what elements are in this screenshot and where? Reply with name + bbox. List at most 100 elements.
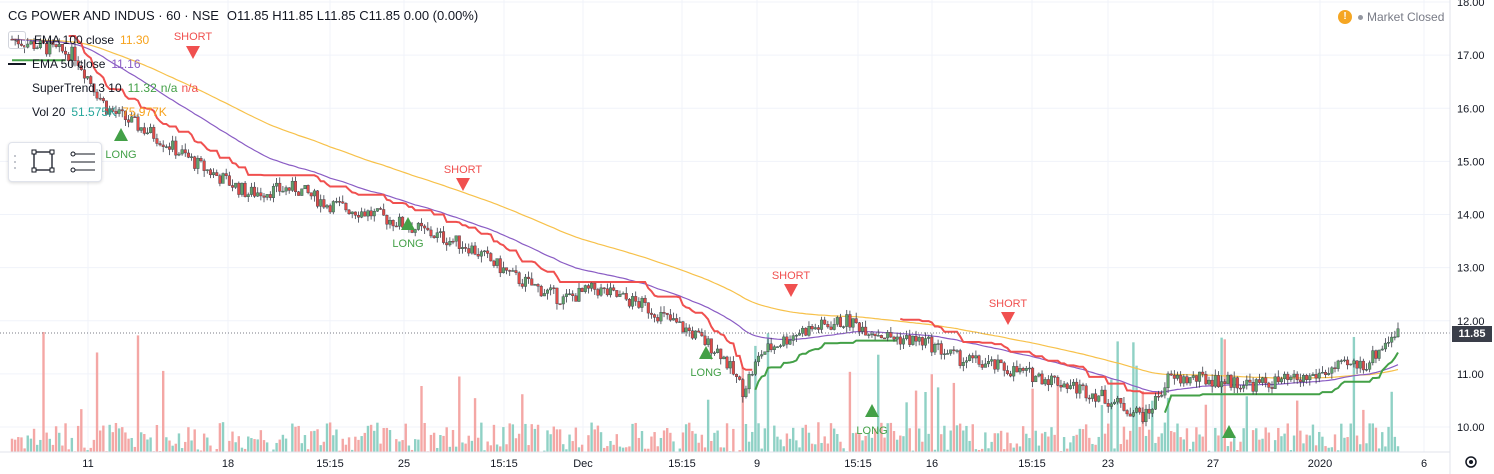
candle-body xyxy=(331,201,335,213)
short-arrow-icon xyxy=(1001,312,1015,325)
volume-bar xyxy=(713,432,716,452)
volume-bar xyxy=(36,444,39,452)
volume-bar xyxy=(1396,446,1400,452)
volume-bar xyxy=(977,449,981,452)
volume-bar xyxy=(754,345,757,452)
volume-bar xyxy=(489,445,492,452)
legend-supertrend[interactable]: SuperTrend 3 10 11.32 n/a n/a xyxy=(8,76,478,100)
candle-body xyxy=(857,322,861,332)
volume-bar xyxy=(398,441,401,452)
symbol-title[interactable]: CG POWER AND INDUS · 60 · NSE xyxy=(8,8,219,23)
candle-body xyxy=(706,338,710,345)
volume-bar xyxy=(1009,443,1012,452)
signal-label-short: SHORT xyxy=(989,298,1028,310)
candle-body xyxy=(1390,336,1394,343)
volume-bar xyxy=(187,427,190,452)
volume-bar xyxy=(946,449,949,452)
volume-bar xyxy=(933,449,937,452)
volume-bar xyxy=(1308,435,1311,452)
legend-ema50[interactable]: EMA 50 close 11.16 xyxy=(8,52,478,76)
volume-bar xyxy=(445,427,448,452)
volume-bar xyxy=(587,435,590,452)
volume-bar xyxy=(1377,448,1381,452)
volume-bar xyxy=(826,443,830,452)
x-tick-label: 15:15 xyxy=(1018,458,1046,470)
candle-body xyxy=(1226,374,1230,384)
volume-bar xyxy=(121,427,124,452)
drag-handle-icon[interactable] xyxy=(14,155,16,169)
candle-body xyxy=(1072,381,1076,386)
candle-body xyxy=(221,173,225,184)
candle-body xyxy=(325,205,329,208)
candle-body xyxy=(558,303,562,305)
candle-body xyxy=(958,350,962,366)
candle-body xyxy=(1175,374,1179,379)
volume-bar xyxy=(792,427,795,452)
volume-bar xyxy=(432,432,436,452)
volume-bar xyxy=(379,443,382,452)
candle-body xyxy=(564,293,568,297)
supertrend-segment xyxy=(1163,351,1399,413)
volume-bar xyxy=(921,441,924,452)
candle-body xyxy=(344,202,348,211)
x-tick-label: 2020 xyxy=(1308,458,1332,470)
x-tick-label: 9 xyxy=(754,458,760,470)
candle-body xyxy=(501,267,505,274)
candle-body xyxy=(753,361,757,375)
candle-body xyxy=(552,287,556,289)
candle-body xyxy=(1286,373,1290,380)
volume-bar xyxy=(1188,449,1192,452)
volume-bar xyxy=(429,434,433,452)
collapse-chevron-icon[interactable]: ⌄ xyxy=(8,31,26,49)
candle-body xyxy=(133,116,137,118)
candle-body xyxy=(1040,373,1044,385)
candle-body xyxy=(530,278,534,286)
volume-bar xyxy=(801,427,804,452)
volume-bar xyxy=(436,447,439,452)
candle-body xyxy=(486,250,490,254)
volume-bar xyxy=(877,354,880,452)
ema100-label: EMA 100 close xyxy=(34,33,115,47)
candle-body xyxy=(728,361,732,369)
volume-bar xyxy=(1251,430,1255,452)
list-settings-icon[interactable] xyxy=(70,151,95,173)
volume-bar xyxy=(773,425,776,452)
volume-bar xyxy=(1053,434,1056,452)
volume-bar xyxy=(867,432,870,452)
volume-bar xyxy=(328,422,332,452)
candle-body xyxy=(901,338,905,345)
volume-bar xyxy=(61,445,64,452)
drawing-toolbox[interactable] xyxy=(8,142,102,182)
candle-body xyxy=(1053,375,1057,378)
volume-bar xyxy=(914,390,918,452)
candle-body xyxy=(861,326,865,332)
volume-bar xyxy=(719,447,722,452)
volume-bar xyxy=(354,436,357,452)
settings-gear-icon[interactable] xyxy=(1465,456,1477,468)
volume-bar xyxy=(911,450,915,452)
candle-body xyxy=(1342,359,1346,362)
x-tick-label: 23 xyxy=(1102,458,1114,470)
volume-bar xyxy=(177,433,181,452)
candle-body xyxy=(161,144,165,147)
candle-body xyxy=(1179,374,1183,384)
candle-body xyxy=(690,330,694,339)
volume-bar xyxy=(555,429,559,452)
volume-bar xyxy=(524,423,527,452)
volume-bar xyxy=(892,431,896,452)
volume-bar xyxy=(209,445,212,452)
legend-volume[interactable]: Vol 20 51.575K 75.977K xyxy=(8,100,478,124)
volume-bar xyxy=(571,441,574,452)
rectangle-select-icon[interactable] xyxy=(31,149,55,173)
volume-bar xyxy=(593,429,596,452)
volume-bar xyxy=(1336,450,1340,452)
legend-ema100[interactable]: ⌄ EMA 100 close 11.30 xyxy=(8,28,478,52)
volume-bar xyxy=(943,425,946,452)
candle-body xyxy=(769,343,773,351)
volume-bar xyxy=(1296,400,1299,452)
candle-body xyxy=(1333,367,1337,369)
candle-body xyxy=(1301,375,1305,382)
indicator-line-icon xyxy=(8,63,26,65)
candle-body xyxy=(580,287,584,292)
